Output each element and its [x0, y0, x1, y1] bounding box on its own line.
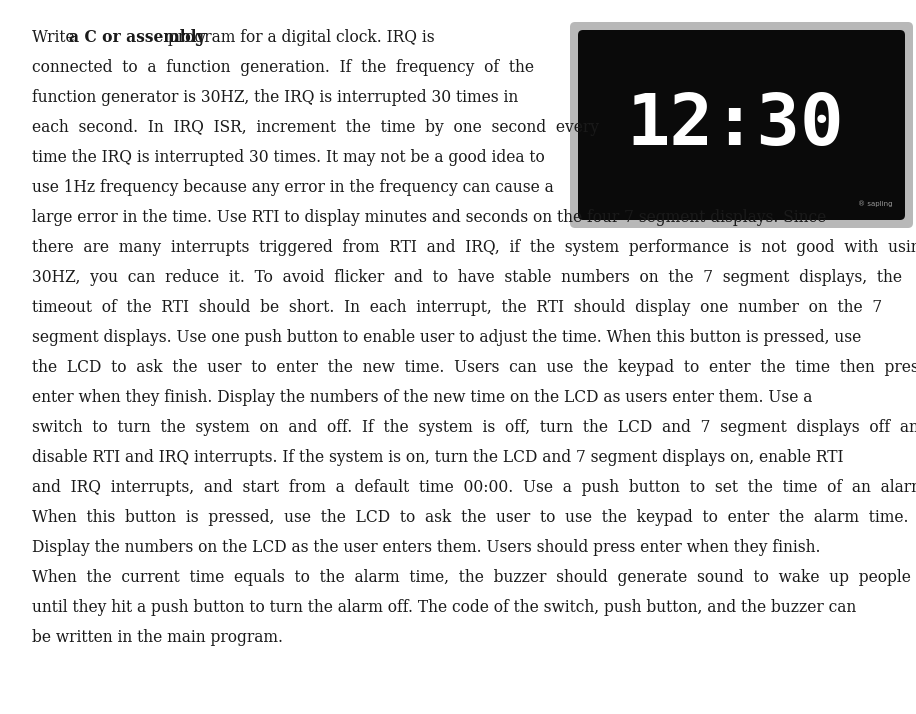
FancyBboxPatch shape — [570, 22, 913, 228]
Text: 30HZ,  you  can  reduce  it.  To  avoid  flicker  and  to  have  stable  numbers: 30HZ, you can reduce it. To avoid flicke… — [32, 269, 902, 286]
Text: disable RTI and IRQ interrupts. If the system is on, turn the LCD and 7 segment : disable RTI and IRQ interrupts. If the s… — [32, 449, 844, 466]
Text: When  this  button  is  pressed,  use  the  LCD  to  ask  the  user  to  use  th: When this button is pressed, use the LCD… — [32, 509, 909, 526]
Text: Write: Write — [32, 29, 80, 46]
Text: connected  to  a  function  generation.  If  the  frequency  of  the: connected to a function generation. If t… — [32, 59, 534, 76]
Text: segment displays. Use one push button to enable user to adjust the time. When th: segment displays. Use one push button to… — [32, 329, 861, 346]
Text: there  are  many  interrupts  triggered  from  RTI  and  IRQ,  if  the  system  : there are many interrupts triggered from… — [32, 239, 916, 256]
Text: use 1Hz frequency because any error in the frequency can cause a: use 1Hz frequency because any error in t… — [32, 179, 554, 196]
Text: each  second.  In  IRQ  ISR,  increment  the  time  by  one  second  every: each second. In IRQ ISR, increment the t… — [32, 119, 599, 136]
Text: program for a digital clock. IRQ is: program for a digital clock. IRQ is — [163, 29, 434, 46]
Text: the  LCD  to  ask  the  user  to  enter  the  new  time.  Users  can  use  the  : the LCD to ask the user to enter the new… — [32, 359, 916, 376]
Text: time the IRQ is interrupted 30 times. It may not be a good idea to: time the IRQ is interrupted 30 times. It… — [32, 149, 545, 166]
Text: enter when they finish. Display the numbers of the new time on the LCD as users : enter when they finish. Display the numb… — [32, 389, 812, 406]
Text: a C or assembly: a C or assembly — [69, 29, 205, 46]
Text: be written in the main program.: be written in the main program. — [32, 629, 283, 646]
Text: ® sapling: ® sapling — [857, 201, 892, 207]
Text: large error in the time. Use RTI to display minutes and seconds on the four 7 se: large error in the time. Use RTI to disp… — [32, 209, 826, 226]
Text: and  IRQ  interrupts,  and  start  from  a  default  time  00:00.  Use  a  push : and IRQ interrupts, and start from a def… — [32, 479, 916, 496]
Text: When  the  current  time  equals  to  the  alarm  time,  the  buzzer  should  ge: When the current time equals to the alar… — [32, 569, 911, 586]
Text: switch  to  turn  the  system  on  and  off.  If  the  system  is  off,  turn  t: switch to turn the system on and off. If… — [32, 419, 916, 436]
FancyBboxPatch shape — [578, 30, 905, 220]
Text: function generator is 30HZ, the IRQ is interrupted 30 times in: function generator is 30HZ, the IRQ is i… — [32, 89, 518, 106]
Text: 12:30: 12:30 — [627, 91, 844, 159]
Text: until they hit a push button to turn the alarm off. The code of the switch, push: until they hit a push button to turn the… — [32, 599, 856, 616]
Text: Display the numbers on the LCD as the user enters them. Users should press enter: Display the numbers on the LCD as the us… — [32, 539, 821, 556]
Text: timeout  of  the  RTI  should  be  short.  In  each  interrupt,  the  RTI  shoul: timeout of the RTI should be short. In e… — [32, 299, 882, 316]
